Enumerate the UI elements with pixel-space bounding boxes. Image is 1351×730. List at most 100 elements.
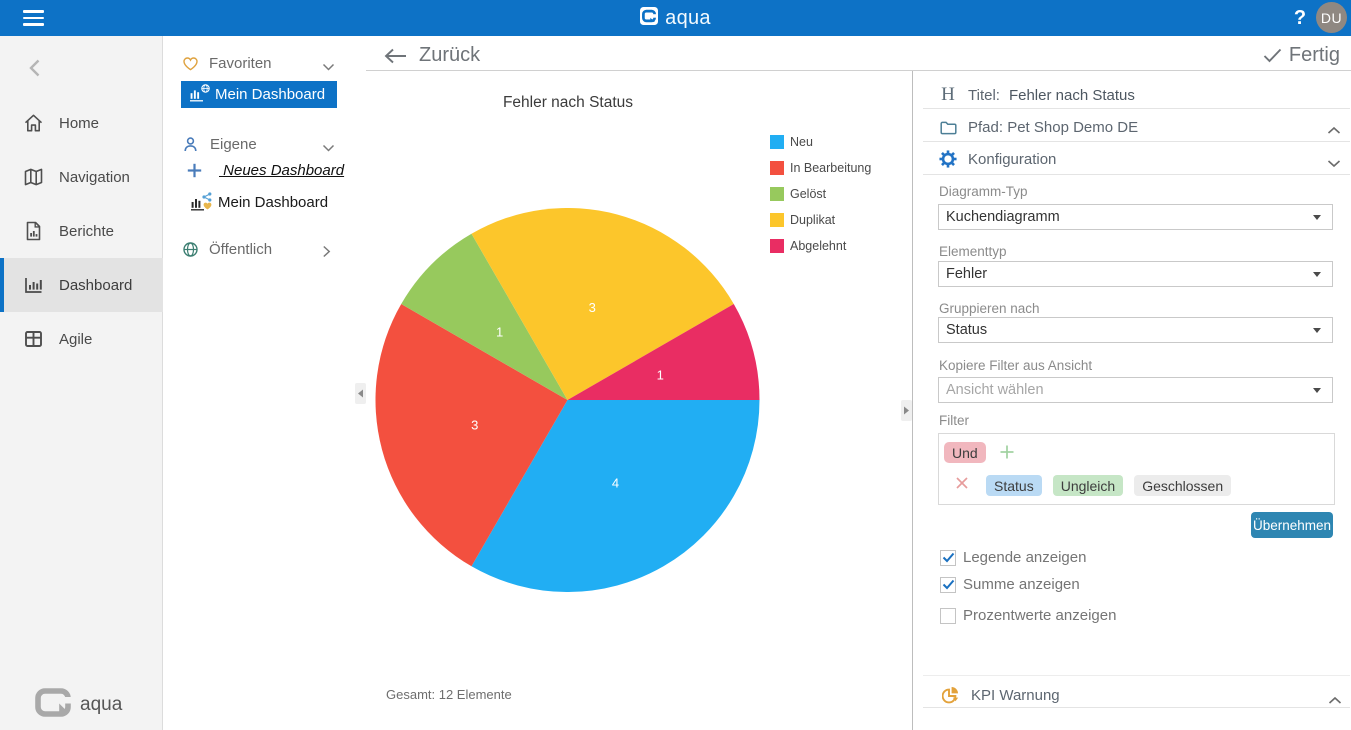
chart-legend: Neu In Bearbeitung Gelöst Duplikat Abgel… [770, 135, 871, 253]
pie-slice-value: 4 [612, 476, 619, 491]
report-icon [23, 221, 44, 242]
condition-value-chip[interactable]: Geschlossen [1134, 475, 1232, 496]
select-gruppieren-nach[interactable]: Status [938, 317, 1333, 343]
path-chevron-up-icon[interactable] [1327, 122, 1341, 134]
legend-item[interactable]: Gelöst [770, 187, 871, 201]
gear-icon [939, 150, 957, 168]
legend-swatch [770, 161, 784, 175]
legend-item[interactable]: In Bearbeitung [770, 161, 871, 175]
title-value[interactable]: Fehler nach Status [1008, 86, 1135, 104]
collapse-tree-handle[interactable] [355, 383, 366, 404]
pie-slice-gelöst[interactable] [401, 233, 568, 400]
apply-button[interactable]: Übernehmen [1251, 512, 1333, 538]
map-icon [23, 167, 44, 188]
main-sidebar: Home Navigation Berichte Dashboard [0, 36, 163, 730]
own-section-header[interactable]: Eigene [184, 136, 257, 153]
favorites-label: Favoriten [209, 55, 272, 72]
legend-item[interactable]: Abgelehnt [770, 239, 871, 253]
checkbox-box [940, 607, 956, 624]
select-kopiere-filter[interactable]: Ansicht wählen [938, 377, 1333, 403]
pie-slice-duplikat[interactable] [471, 207, 734, 400]
topbar: aqua ? DU [0, 0, 1351, 36]
select-caret-icon [1313, 388, 1321, 393]
new-dashboard-button[interactable]: Neues Dashboard [187, 162, 344, 179]
own-label: Eigene [210, 136, 257, 153]
path-section[interactable]: Pfad: Pet Shop Demo DE [939, 119, 1138, 136]
field-label-gruppieren-nach: Gruppieren nach [939, 301, 1040, 316]
favorite-dashboard-label: Mein Dashboard [215, 86, 326, 103]
pie-slice-in-bearbeitung[interactable] [375, 304, 568, 567]
divider [923, 141, 1350, 142]
legend-label: In Bearbeitung [790, 161, 872, 175]
bar-chart-icon [23, 275, 44, 296]
legend-label: Duplikat [790, 213, 836, 227]
back-label: Zurück [419, 44, 481, 66]
back-button[interactable]: Zurück [384, 44, 480, 67]
select-value: Kuchendiagramm [946, 209, 1060, 225]
favorites-section-header[interactable]: Favoriten [183, 55, 272, 72]
sidebar-item-label: Berichte [59, 222, 115, 240]
select-caret-icon [1313, 215, 1321, 220]
sidebar-item-agile[interactable]: Agile [0, 312, 163, 366]
legend-item[interactable]: Duplikat [770, 213, 871, 227]
user-avatar[interactable]: DU [1316, 2, 1347, 33]
globe-icon [183, 242, 198, 257]
sidebar-item-home[interactable]: Home [0, 96, 163, 150]
check-icon [942, 579, 954, 590]
checkbox-legende-anzeigen[interactable]: Legende anzeigen [940, 549, 1086, 566]
condition-field-chip[interactable]: Status [986, 475, 1042, 496]
folder-icon [939, 121, 957, 135]
add-filter-icon[interactable] [999, 444, 1015, 460]
legend-label: Gelöst [790, 187, 827, 201]
field-label-kopiere-filter: Kopiere Filter aus Ansicht [939, 358, 1093, 373]
select-diagramm-typ[interactable]: Kuchendiagramm [938, 204, 1333, 230]
public-chevron-right-icon[interactable] [322, 245, 336, 258]
kpi-section[interactable]: KPI Warnung [941, 686, 1060, 704]
legend-item[interactable]: Neu [770, 135, 871, 149]
remove-condition-icon[interactable] [955, 476, 969, 490]
checkbox-box [940, 549, 956, 566]
checkbox-summe-anzeigen[interactable]: Summe anzeigen [940, 576, 1080, 593]
legend-label: Neu [790, 135, 813, 149]
public-section-header[interactable]: Öffentlich [183, 241, 272, 258]
checkbox-label: Prozentwerte anzeigen [963, 607, 1117, 624]
select-value: Fehler [946, 266, 988, 282]
sidebar-nav: Home Navigation Berichte Dashboard [0, 96, 163, 366]
aqua-logo-icon [640, 6, 659, 30]
own-chevron-down-icon[interactable] [322, 139, 336, 152]
kpi-chevron-up-icon[interactable] [1328, 692, 1342, 704]
collapse-props-handle[interactable] [901, 400, 912, 421]
triangle-left-icon [358, 389, 363, 398]
filter-label: Filter [939, 413, 969, 428]
dashboard-tree-panel: Favoriten Mein Dashboard Eigene Neue [164, 36, 366, 730]
done-button[interactable]: Fertig [1263, 44, 1340, 67]
header-divider [366, 70, 1351, 71]
divider [923, 174, 1350, 175]
config-chevron-down-icon[interactable] [1327, 155, 1341, 168]
sidebar-collapse-button[interactable] [24, 56, 44, 80]
pie-slice-neu[interactable] [471, 400, 760, 593]
sidebar-item-berichte[interactable]: Berichte [0, 204, 163, 258]
select-elementtyp[interactable]: Fehler [938, 261, 1333, 287]
legend-swatch [770, 187, 784, 201]
favorite-dashboard-item[interactable]: Mein Dashboard [181, 81, 337, 108]
favorites-chevron-down-icon[interactable] [322, 58, 336, 71]
title-h-icon: H [941, 84, 955, 105]
config-section[interactable]: Konfiguration [939, 150, 1056, 168]
filter-box: Und Status Ungleich Geschlossen [938, 433, 1335, 505]
own-dashboard-item[interactable]: Mein Dashboard [190, 191, 328, 211]
sidebar-item-navigation[interactable]: Navigation [0, 150, 163, 204]
help-button[interactable]: ? [1293, 6, 1307, 29]
condition-operator-chip[interactable]: Ungleich [1052, 475, 1124, 496]
checkbox-prozentwerte-anzeigen[interactable]: Prozentwerte anzeigen [940, 607, 1116, 624]
pie-slice-abgelehnt[interactable] [567, 304, 760, 400]
sidebar-item-dashboard[interactable]: Dashboard [0, 258, 163, 312]
sidebar-item-label: Dashboard [59, 276, 133, 294]
person-icon [184, 137, 197, 152]
filter-operator-chip[interactable]: Und [944, 442, 986, 463]
hamburger-menu-icon[interactable] [23, 9, 44, 27]
field-label-diagramm-typ: Diagramm-Typ [939, 184, 1028, 199]
path-label: Pfad: Pet Shop Demo DE [968, 119, 1139, 136]
triangle-right-icon [904, 406, 909, 415]
app-brand: aqua [0, 0, 1351, 36]
